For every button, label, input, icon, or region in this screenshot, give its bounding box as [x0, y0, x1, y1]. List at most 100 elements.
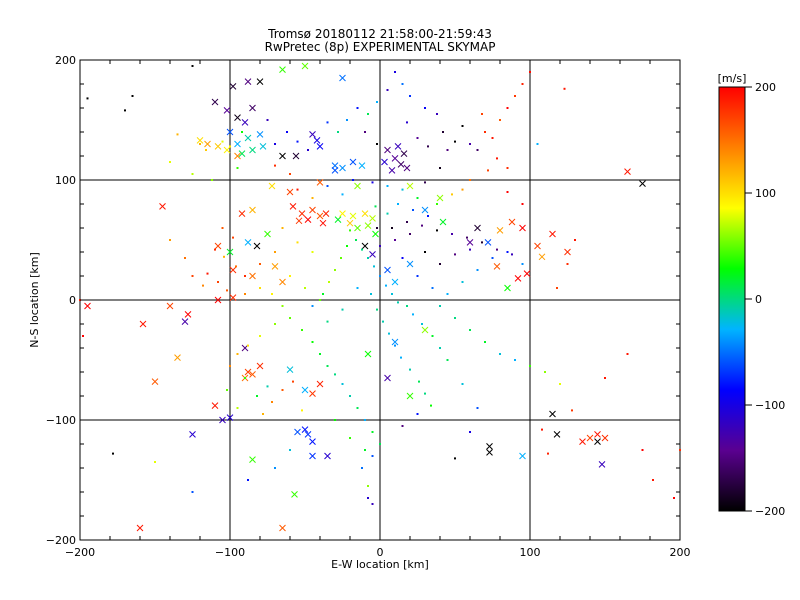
data-point-dot	[451, 233, 453, 235]
data-point-dot	[289, 173, 291, 175]
data-point-cross	[249, 146, 256, 154]
data-point-dot	[446, 293, 449, 295]
data-point-dot	[289, 317, 291, 319]
data-point-cross	[316, 179, 324, 186]
data-point-cross	[289, 203, 297, 210]
data-point-dot	[491, 257, 494, 259]
data-point-cross	[256, 78, 264, 85]
data-point-cross	[292, 152, 300, 160]
data-point-dot	[296, 241, 299, 244]
data-point-dot	[529, 71, 531, 73]
data-point-dot	[112, 452, 114, 455]
data-point-cross	[304, 216, 312, 223]
data-point-cross	[234, 140, 241, 148]
data-point-dot	[476, 269, 479, 271]
data-point-dot	[442, 131, 444, 133]
data-point-cross	[211, 98, 219, 106]
data-point-dot	[247, 344, 249, 347]
data-point-dot	[469, 179, 471, 181]
data-point-dot	[541, 428, 543, 431]
data-point-cross	[184, 311, 192, 318]
data-point-cross	[223, 107, 231, 114]
data-point-cross	[406, 260, 414, 268]
data-point-dot	[376, 308, 378, 311]
data-point-dot	[301, 329, 303, 331]
data-point-cross	[256, 362, 264, 370]
x-tick-label: −200	[65, 546, 95, 559]
data-point-dot	[304, 287, 306, 289]
data-point-cross	[358, 162, 366, 169]
data-point-cross	[226, 248, 234, 256]
data-point-dot	[311, 341, 314, 343]
data-point-dot	[394, 239, 396, 241]
data-point-dot	[626, 353, 629, 355]
data-point-cross	[474, 224, 481, 232]
data-point-dot	[487, 169, 489, 172]
data-point-cross	[244, 78, 252, 85]
data-point-dot	[416, 137, 419, 139]
chart-title: Tromsø 20180112 21:58:00-21:59:43	[268, 27, 492, 41]
data-point-dot	[436, 113, 438, 115]
data-point-dot	[394, 344, 396, 347]
data-point-cross	[514, 275, 522, 282]
data-point-cross	[439, 218, 447, 226]
data-point-dot	[289, 449, 291, 451]
data-point-cross	[369, 215, 376, 222]
data-point-cross	[421, 326, 429, 334]
data-point-dot	[311, 197, 314, 199]
data-point-dot	[334, 373, 336, 376]
data-point-dot	[229, 145, 231, 148]
data-point-cross	[234, 114, 241, 121]
data-point-dot	[259, 287, 261, 289]
data-point-dot	[346, 245, 348, 247]
data-point-cross	[139, 320, 147, 328]
x-tick-label: 0	[377, 546, 384, 559]
data-point-cross	[279, 152, 286, 160]
data-point-cross	[391, 278, 399, 286]
data-point-dot	[364, 449, 366, 451]
data-point-dot	[355, 239, 357, 241]
data-point-cross	[381, 158, 388, 166]
data-point-dot	[496, 248, 498, 251]
data-point-dot	[652, 479, 654, 481]
data-point-dot	[376, 101, 378, 103]
data-point-dot	[451, 193, 453, 196]
data-point-dot	[401, 188, 404, 191]
data-point-cross	[384, 374, 391, 382]
grid-lines	[80, 60, 680, 540]
data-point-cross	[504, 284, 511, 292]
data-point-dot	[506, 191, 509, 193]
data-point-dot	[341, 308, 344, 311]
data-point-dot	[400, 356, 402, 359]
data-point-cross	[159, 203, 166, 210]
data-point-dot	[556, 287, 558, 289]
data-point-cross	[484, 239, 492, 246]
data-point-dot	[506, 107, 509, 109]
data-point-dot	[481, 113, 483, 115]
data-point-dot	[499, 353, 501, 355]
data-point-dot	[547, 452, 549, 455]
data-point-dot	[385, 284, 387, 287]
data-point-cross	[553, 431, 561, 438]
data-point-dot	[86, 97, 89, 100]
data-point-cross	[339, 210, 346, 217]
data-point-dot	[301, 409, 303, 412]
data-points	[79, 62, 681, 532]
data-point-cross	[519, 224, 526, 232]
data-point-cross	[219, 416, 226, 424]
data-point-dot	[439, 167, 441, 169]
data-point-cross	[639, 180, 646, 187]
data-point-dot	[266, 119, 269, 121]
data-point-dot	[326, 365, 329, 367]
data-point-dot	[476, 407, 479, 409]
data-point-dot	[191, 491, 194, 493]
data-point-dot	[491, 137, 494, 139]
data-point-cross	[564, 248, 571, 256]
data-point-cross	[486, 443, 493, 450]
data-point-dot	[536, 143, 539, 145]
data-point-cross	[508, 218, 516, 226]
data-point-dot	[346, 119, 348, 121]
data-point-dot	[281, 227, 284, 229]
data-point-dot	[334, 269, 336, 271]
